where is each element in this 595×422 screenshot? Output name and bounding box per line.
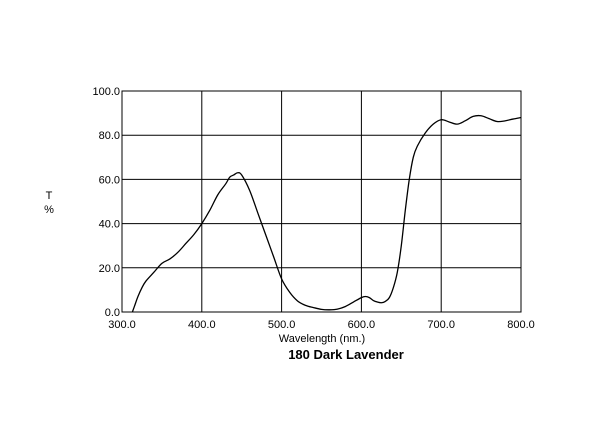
x-tick-label: 700.0 — [427, 319, 455, 331]
grid-lines — [121, 90, 522, 313]
y-axis-label-percent: % — [44, 204, 54, 216]
y-tick-label: 80.0 — [99, 130, 120, 142]
y-tick-label: 20.0 — [99, 263, 120, 275]
y-tick-label: 60.0 — [99, 174, 120, 186]
transmission-series-line — [131, 114, 522, 313]
x-tick-label: 400.0 — [188, 319, 216, 331]
x-tick-label: 600.0 — [348, 319, 376, 331]
x-tick-label: 800.0 — [507, 319, 535, 331]
tick-labels: 300.0 400.0 500.0 600.0 700.0 800.0 0.0 20.0 40.… — [92, 86, 534, 331]
x-tick-label: 500.0 — [268, 319, 296, 331]
x-axis-label: Wavelength (nm.) — [279, 333, 365, 345]
x-tick-label: 300.0 — [108, 319, 136, 331]
y-tick-label: 100.0 — [92, 86, 120, 98]
y-axis-label-t: T — [46, 190, 53, 202]
y-tick-label: 40.0 — [99, 219, 120, 231]
plot-area-frame — [121, 90, 522, 313]
chart-title: 180 Dark Lavender — [288, 347, 404, 362]
y-tick-label: 0.0 — [105, 307, 120, 319]
